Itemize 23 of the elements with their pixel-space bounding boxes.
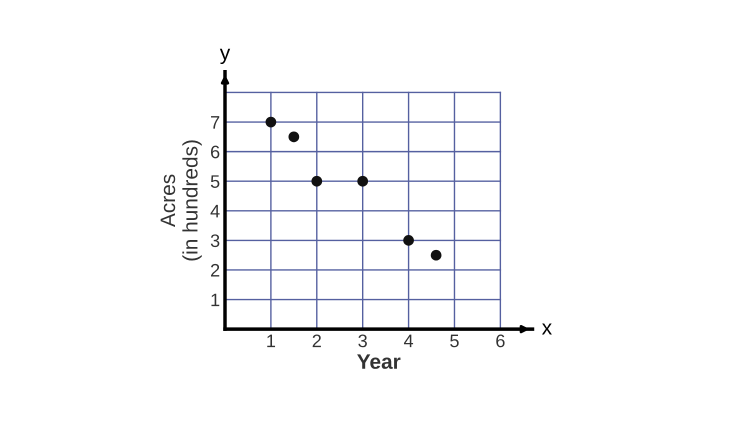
point <box>266 116 276 128</box>
y-tick-label: 2 <box>211 264 220 277</box>
y-tick-label: 7 <box>211 116 220 129</box>
text: y <box>220 48 230 64</box>
x-tick-label: 1 <box>267 334 276 348</box>
y-axis-title: Acres (in hundreds) <box>160 140 202 261</box>
y-tick-label: 5 <box>210 175 220 188</box>
y-tick-label: 3 <box>210 234 220 248</box>
x-tick-label: 4 <box>404 334 414 348</box>
point <box>430 250 442 261</box>
y-tick-label: 1 <box>211 294 220 306</box>
x-tick-label: 3 <box>358 334 367 348</box>
x-tick-label: 2 <box>312 334 321 348</box>
text: x <box>542 324 552 335</box>
point <box>403 235 414 246</box>
point <box>357 176 368 187</box>
x-tick-label: 5 <box>450 334 459 348</box>
y-tick-label: 4 <box>210 204 220 218</box>
y-tick-label: 6 <box>211 146 220 158</box>
point <box>311 176 322 187</box>
x-tick-label: 6 <box>496 334 505 348</box>
x-axis-title: Year <box>357 354 400 369</box>
point <box>288 131 300 142</box>
